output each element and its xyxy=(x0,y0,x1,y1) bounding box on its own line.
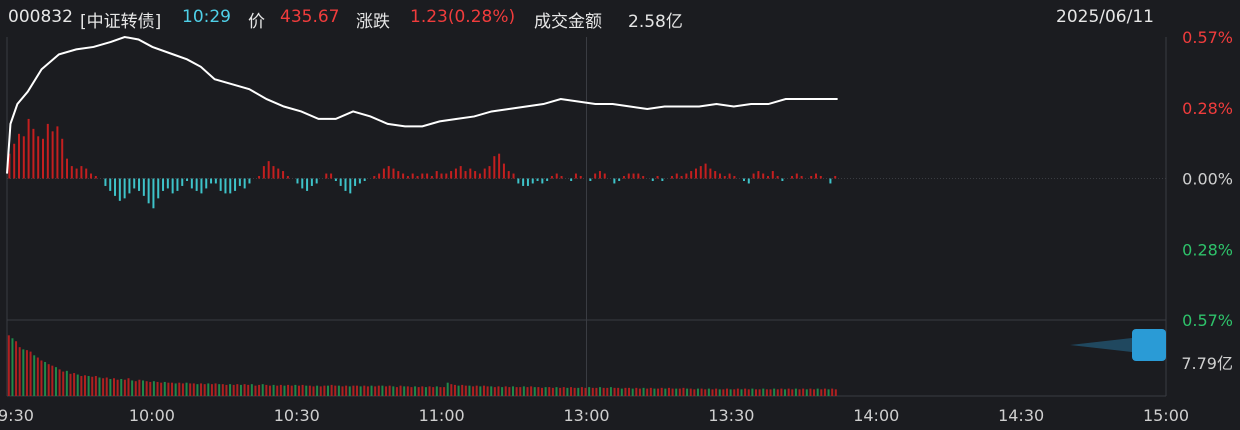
change-value: 1.23(0.28%) xyxy=(410,7,516,27)
x-tick-label: 14:00 xyxy=(853,406,899,425)
x-tick-label: 13:00 xyxy=(563,406,609,425)
x-tick-label: 10:30 xyxy=(274,406,320,425)
y-tick-label: 0.28% xyxy=(1182,99,1233,118)
x-tick-label: 10:00 xyxy=(129,406,175,425)
index-code: 000832 xyxy=(8,7,73,27)
float-widget-trail xyxy=(1070,338,1132,352)
x-tick-label: 11:00 xyxy=(419,406,465,425)
chart-header: 000832 [中证转债] 10:29 价 435.67 涨跌 1.23(0.2… xyxy=(0,0,1240,36)
x-tick-label: 15:00 xyxy=(1143,406,1189,425)
y-tick-label: 0.28% xyxy=(1182,240,1233,259)
amount-label: 成交金额 xyxy=(534,12,602,32)
volume-label: 7.79亿 xyxy=(1181,354,1233,373)
price-line xyxy=(6,35,838,174)
trade-date: 2025/06/11 xyxy=(1056,7,1154,27)
price-label: 价 xyxy=(248,12,265,32)
price-value: 435.67 xyxy=(280,7,340,27)
x-tick-label: 13:30 xyxy=(708,406,754,425)
change-label: 涨跌 xyxy=(356,12,390,32)
y-tick-label: 0.57% xyxy=(1182,28,1233,47)
current-time: 10:29 xyxy=(182,7,231,27)
y-tick-label: 0.00% xyxy=(1182,170,1233,189)
float-widget-icon xyxy=(1132,329,1166,361)
amount-value: 2.58亿 xyxy=(628,12,683,32)
x-tick-label: 14:30 xyxy=(998,406,1044,425)
y-tick-label: 0.57% xyxy=(1182,311,1233,330)
x-tick-label: 9:30 xyxy=(0,406,34,425)
index-name: [中证转债] xyxy=(80,12,162,32)
